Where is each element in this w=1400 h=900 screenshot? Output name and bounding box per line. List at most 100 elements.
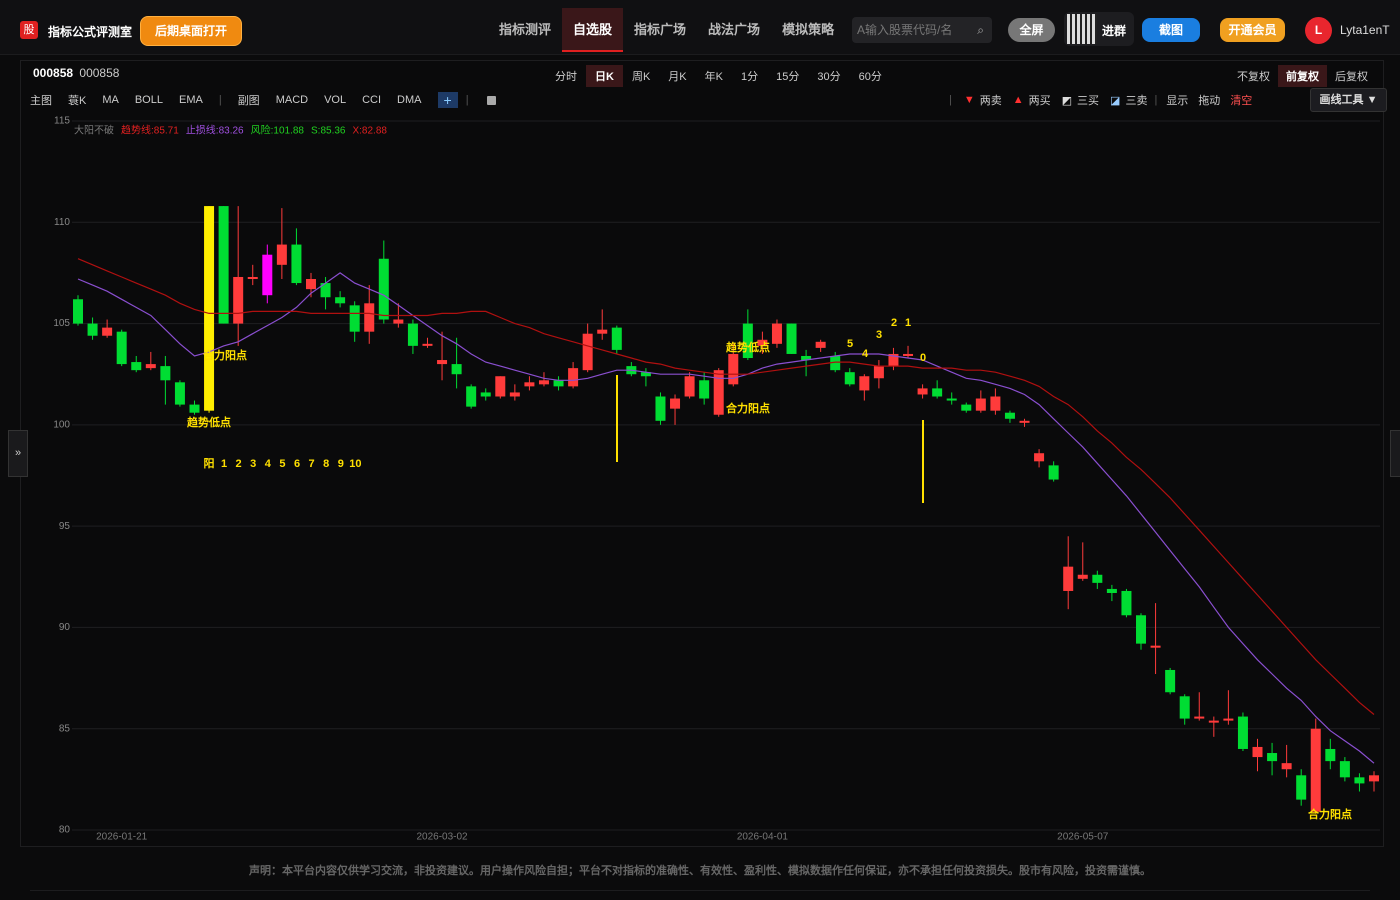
annotation: 合力阳点 xyxy=(203,348,247,362)
candle-body xyxy=(728,353,739,385)
candle-body xyxy=(1179,696,1190,719)
stock-code: 000858 xyxy=(33,66,74,80)
candle-body xyxy=(757,339,768,346)
candle-body xyxy=(1034,453,1045,462)
sub-label[interactable]: 副图 xyxy=(237,95,260,107)
screenshot-button[interactable]: 截图 xyxy=(1142,18,1200,42)
nav-item[interactable]: 自选股 xyxy=(562,8,624,52)
sub-indicator[interactable]: MACD xyxy=(275,94,309,106)
save-icon[interactable] xyxy=(486,95,496,105)
annotation: 趋势低点 xyxy=(187,415,231,429)
main-indicator[interactable]: BOLL xyxy=(134,94,163,106)
candle-body xyxy=(1019,420,1030,423)
nav-item[interactable]: 战法广场 xyxy=(708,22,761,37)
stock-id: 000858 000858 xyxy=(33,66,122,80)
candle-body xyxy=(509,392,520,397)
candle-body xyxy=(1106,588,1117,593)
adjust-tab[interactable]: 不复权 xyxy=(1237,71,1270,83)
y-tick-label: 110 xyxy=(54,217,70,228)
tool[interactable]: 显示 xyxy=(1166,95,1189,107)
right-toggle[interactable] xyxy=(1390,430,1400,477)
countdown-number: 3 xyxy=(876,329,882,341)
signal[interactable]: 两买 xyxy=(1028,95,1051,107)
avatar[interactable]: L xyxy=(1305,17,1332,44)
adjust-tab[interactable]: 前复权 xyxy=(1278,65,1327,87)
candle-body xyxy=(1208,720,1219,723)
left-toggle[interactable]: » xyxy=(8,430,28,477)
candle-body xyxy=(582,333,593,371)
candle-body xyxy=(946,398,957,401)
signal[interactable]: 三卖 xyxy=(1125,95,1148,107)
y-tick-label: 100 xyxy=(53,419,70,430)
nav-item[interactable]: 指标广场 xyxy=(634,22,687,37)
desktop-button[interactable]: 后期桌面打开 xyxy=(140,16,242,46)
draw-tools[interactable]: 画线工具 ▼ xyxy=(1310,88,1387,112)
main-indicator[interactable]: 蓑K xyxy=(68,95,87,107)
indicator-legend: 大阳不破 xyxy=(74,124,114,137)
indicator-legend: 风险:101.88 xyxy=(251,124,305,137)
candle-body xyxy=(204,206,215,411)
main-indicator[interactable]: EMA xyxy=(178,94,203,106)
sub-indicator[interactable]: CCI xyxy=(362,94,382,106)
countdown-number: 5 xyxy=(847,338,853,350)
yang-number: 4 xyxy=(265,458,272,470)
add-button[interactable]: + xyxy=(437,92,458,108)
tool[interactable]: 拖动 xyxy=(1198,95,1221,107)
candle-body xyxy=(262,254,273,296)
nav: 指标测评 自选股 指标广场 战法广场 模拟策略 xyxy=(488,8,845,52)
indicator-legend: S:85.36 xyxy=(311,126,346,137)
period-tab[interactable]: 分时 xyxy=(555,71,577,83)
candle-body xyxy=(1369,775,1379,782)
period-tab[interactable]: 日K xyxy=(586,65,623,87)
indicator-legend: X:82.88 xyxy=(352,126,387,137)
username[interactable]: Lyta1enT xyxy=(1340,23,1390,37)
signal[interactable]: 三买 xyxy=(1077,95,1100,107)
candle-body xyxy=(1004,412,1015,419)
candle-body xyxy=(844,372,855,385)
yang-number: 2 xyxy=(236,458,242,470)
signal-icon: ◩ xyxy=(1061,94,1073,107)
sub-indicator[interactable]: DMA xyxy=(397,94,422,106)
period-tab[interactable]: 年K xyxy=(704,71,723,83)
candle-body xyxy=(1296,775,1307,800)
vip-button[interactable]: 开通会员 xyxy=(1220,18,1285,42)
candle-body xyxy=(364,303,375,332)
candle-body xyxy=(247,276,258,280)
period-tab[interactable]: 15分 xyxy=(776,71,800,83)
period-tab[interactable]: 30分 xyxy=(817,71,841,83)
yang-label: 阳 xyxy=(204,456,215,470)
candle-body xyxy=(233,276,244,324)
annotation: 合力阳点 xyxy=(726,401,770,415)
sub-indicator[interactable]: VOL xyxy=(324,94,347,106)
candle-body xyxy=(932,388,943,397)
candle-body xyxy=(1237,716,1248,749)
candle-body xyxy=(1194,716,1205,719)
period-tab[interactable]: 1分 xyxy=(740,71,759,83)
signal[interactable]: 两卖 xyxy=(979,95,1002,107)
period-tab[interactable]: 周K xyxy=(631,71,651,83)
main-label[interactable]: 主图 xyxy=(30,95,52,107)
candle-body xyxy=(1354,777,1365,784)
group-box[interactable]: 进群 xyxy=(1064,12,1134,46)
candle-body xyxy=(1252,746,1263,758)
candle-body xyxy=(174,382,185,405)
candle-body xyxy=(815,341,826,348)
candle-body xyxy=(349,305,360,332)
search-box[interactable]: A输入股票代码/名 ⌕ xyxy=(852,17,992,43)
countdown-number: 0 xyxy=(920,352,926,364)
tool[interactable]: 清空 xyxy=(1230,95,1253,107)
nav-item[interactable]: 模拟策略 xyxy=(782,22,835,37)
candle-body xyxy=(1310,728,1321,812)
candle-body xyxy=(1136,615,1147,644)
adjust-tab[interactable]: 后复权 xyxy=(1335,71,1368,83)
main-indicator[interactable]: MA xyxy=(102,94,119,106)
fullscreen-button[interactable]: 全屏 xyxy=(1008,18,1055,42)
period-tab[interactable]: 月K xyxy=(668,71,687,83)
candle-body xyxy=(1339,761,1350,778)
period-tab[interactable]: 60分 xyxy=(858,71,882,83)
nav-item[interactable]: 指标测评 xyxy=(499,22,552,37)
candle-body xyxy=(684,376,695,397)
candle-body xyxy=(801,355,812,361)
candle-body xyxy=(131,362,142,371)
candle-body xyxy=(437,360,448,365)
